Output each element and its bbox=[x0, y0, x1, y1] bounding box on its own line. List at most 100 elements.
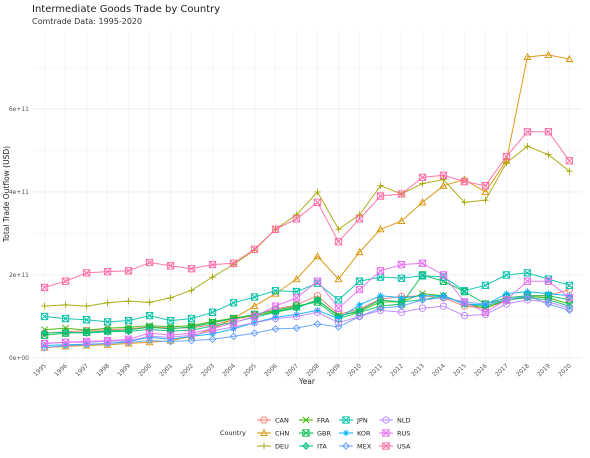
legend-key-marker bbox=[342, 429, 350, 437]
data-point-usa bbox=[544, 128, 553, 136]
data-point-nld bbox=[544, 298, 553, 306]
data-point-kor bbox=[545, 290, 552, 297]
data-point-kor bbox=[398, 294, 405, 301]
data-point-mex bbox=[271, 325, 280, 333]
chart-title: Intermediate Goods Trade by Country bbox=[32, 4, 221, 15]
series-deu bbox=[41, 143, 573, 310]
data-point-usa bbox=[208, 260, 217, 269]
legend-key-marker bbox=[302, 429, 310, 437]
data-point-kor bbox=[503, 290, 510, 297]
legend-key-marker bbox=[382, 416, 390, 424]
data-point-mex bbox=[208, 335, 217, 344]
data-point-chn bbox=[523, 52, 532, 60]
series-usa bbox=[40, 128, 574, 292]
x-tick-label: 2008 bbox=[305, 362, 321, 378]
data-point-usa bbox=[397, 190, 406, 198]
data-point-usa bbox=[481, 182, 490, 190]
data-point-chn bbox=[418, 198, 427, 206]
data-point-mex bbox=[229, 332, 238, 341]
x-tick-label: 2018 bbox=[515, 362, 531, 378]
data-point-kor bbox=[356, 301, 363, 309]
data-point-jpn bbox=[481, 281, 490, 289]
data-point-deu bbox=[419, 180, 426, 187]
x-tick-label: 2015 bbox=[452, 362, 468, 378]
data-point-usa bbox=[355, 215, 364, 223]
data-point-chn bbox=[565, 54, 574, 63]
data-point-kor bbox=[524, 288, 531, 295]
data-point-usa bbox=[334, 238, 343, 246]
data-point-usa bbox=[313, 198, 322, 206]
legend-label: JPN bbox=[356, 416, 368, 424]
data-point-usa bbox=[229, 259, 238, 267]
data-point-nld bbox=[565, 304, 574, 312]
data-point-rus bbox=[313, 277, 322, 285]
x-tick-label: 1998 bbox=[95, 362, 111, 378]
y-tick-label: 2e+11 bbox=[9, 272, 29, 279]
data-point-usa bbox=[250, 245, 259, 253]
data-point-usa bbox=[523, 128, 532, 136]
data-point-chn bbox=[250, 301, 259, 310]
data-point-usa bbox=[418, 173, 427, 182]
data-point-deu bbox=[62, 301, 69, 309]
data-point-deu bbox=[356, 211, 363, 218]
data-point-deu bbox=[125, 297, 132, 305]
series-can bbox=[40, 285, 574, 337]
data-point-ita bbox=[82, 329, 91, 337]
data-point-chn bbox=[439, 181, 448, 189]
data-point-mex bbox=[166, 337, 175, 346]
data-point-jpn bbox=[124, 316, 133, 325]
data-point-deu bbox=[41, 302, 48, 310]
x-tick-label: 2000 bbox=[137, 362, 153, 378]
data-point-rus bbox=[439, 271, 448, 279]
data-point-rus bbox=[61, 338, 70, 346]
data-point-kor bbox=[419, 292, 426, 299]
data-point-deu bbox=[566, 167, 573, 175]
data-point-mex bbox=[439, 293, 448, 302]
legend-item-can: CAN bbox=[257, 416, 289, 424]
legend-item-chn: CHN bbox=[257, 428, 289, 437]
data-point-deu bbox=[440, 176, 447, 183]
x-tick-label: 2011 bbox=[368, 362, 384, 378]
data-point-jpn bbox=[397, 274, 406, 282]
data-point-jpn bbox=[82, 316, 91, 324]
data-point-usa bbox=[565, 157, 574, 165]
data-point-deu bbox=[209, 273, 216, 281]
series-line-ita bbox=[44, 295, 570, 334]
legend-item-fra: FRA bbox=[299, 416, 330, 424]
x-tick-label: 2004 bbox=[221, 362, 237, 378]
x-tick-label: 2017 bbox=[494, 362, 510, 378]
series-line-kor bbox=[44, 291, 570, 346]
data-point-jpn bbox=[523, 269, 532, 277]
data-point-rus bbox=[418, 259, 427, 267]
data-point-nld bbox=[271, 314, 280, 323]
series-layer bbox=[40, 50, 574, 352]
data-point-chn bbox=[397, 216, 406, 224]
data-point-rus bbox=[208, 325, 217, 333]
data-point-deu bbox=[146, 299, 153, 306]
legend-label: RUS bbox=[397, 429, 410, 437]
data-point-deu bbox=[83, 302, 90, 310]
legend-key-marker bbox=[382, 429, 390, 437]
legend-label: FRA bbox=[317, 416, 330, 424]
data-point-kor bbox=[62, 341, 69, 348]
data-point-nld bbox=[418, 304, 427, 312]
x-tick-label: 2009 bbox=[326, 362, 342, 378]
data-point-rus bbox=[376, 267, 385, 275]
data-point-rus bbox=[397, 260, 406, 269]
data-point-mex bbox=[334, 323, 343, 331]
data-point-mex bbox=[250, 329, 259, 337]
data-point-chn bbox=[292, 274, 301, 283]
data-point-deu bbox=[167, 294, 174, 301]
data-point-mex bbox=[313, 320, 322, 328]
data-point-rus bbox=[40, 339, 49, 348]
data-point-usa bbox=[82, 269, 91, 277]
data-point-rus bbox=[460, 298, 469, 306]
data-point-usa bbox=[502, 152, 511, 161]
legend-label: USA bbox=[397, 442, 411, 450]
data-point-rus bbox=[145, 329, 154, 337]
legend-label: DEU bbox=[275, 442, 289, 450]
data-point-usa bbox=[124, 267, 133, 275]
data-point-nld bbox=[355, 312, 364, 321]
x-tick-label: 2013 bbox=[410, 362, 426, 378]
